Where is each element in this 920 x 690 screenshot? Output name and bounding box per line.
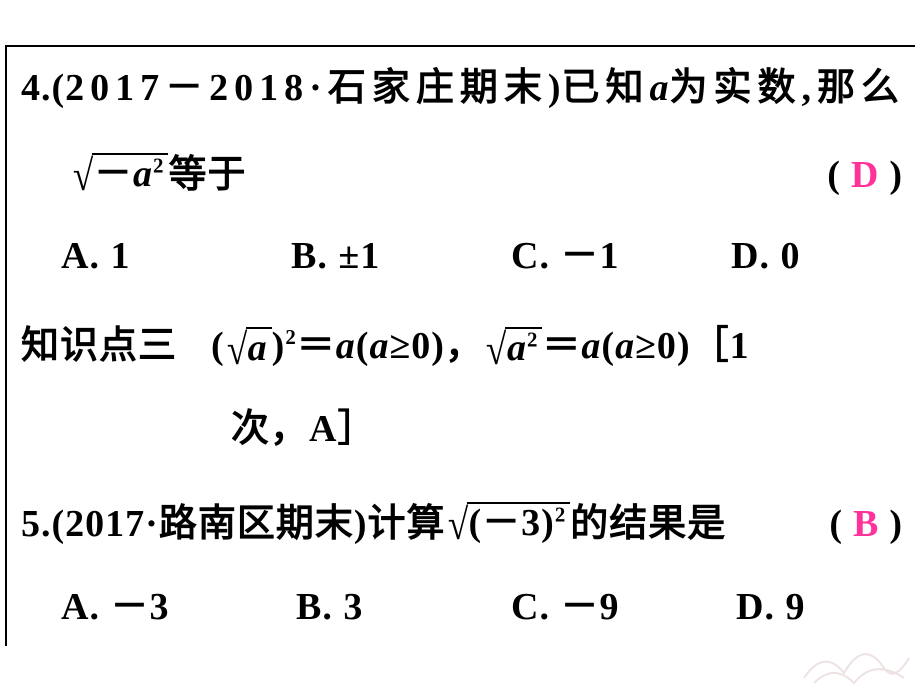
kp-line2-text: 次，A］ (231, 408, 376, 450)
q5-inner-open: ( (469, 502, 483, 544)
q5-answer-paren: ( B ) (829, 502, 903, 546)
q5-opt-b: B. 3 (296, 588, 511, 626)
kp-p2-radicand: a2 (505, 327, 542, 371)
kp-p2-exp: 2 (527, 327, 538, 351)
kp-p1-close: ) (272, 327, 286, 371)
q4-radicand: －a2 (92, 153, 168, 197)
q4-opt-c: C. －1 (511, 237, 731, 275)
q4-line1: 4. ( 2017－2018·石家庄期末 ) 已知 a 为实数,那么 (7, 69, 915, 107)
knowledge-point-line1: 知识点三 ( √ a ) 2 ＝ a ( a ≥0 ) ， √ a2 ＝ a (7, 327, 915, 371)
kp-cond1-close: ) (431, 327, 445, 371)
q4-sqrt-var: a (133, 153, 153, 195)
sqrt-icon: √ a (225, 327, 272, 371)
kp-cond1-var: a (369, 327, 389, 371)
kp-p1-eq: ＝ (297, 327, 336, 371)
q5-opt-c: C. －9 (511, 588, 736, 626)
q4-source-close: ) (548, 69, 562, 107)
q4-expr: √ －a2 等于 (21, 153, 246, 197)
kp-p2-rhs: a (581, 327, 601, 371)
q5-sqrt-exp: 2 (555, 503, 566, 527)
spacer (177, 327, 211, 371)
sqrt-icon: √ (－3)2 (446, 502, 571, 546)
q4-line2: √ －a2 等于 ( D ) (7, 153, 915, 197)
kp-p2-var: a (507, 327, 527, 369)
q5-stem-b: 的结果是 (570, 505, 726, 543)
kp-cond2-close: ) (677, 327, 691, 371)
q4-stem-a: 已知 (562, 69, 650, 107)
radical-symbol: √ (486, 329, 507, 373)
q5-radicand: (－3)2 (467, 502, 571, 546)
content-frame: 4. ( 2017－2018·石家庄期末 ) 已知 a 为实数,那么 √ －a2… (5, 45, 915, 646)
kp-p1-exp: 2 (285, 327, 296, 371)
q5-stem-a: 计算 (368, 505, 446, 543)
q4-answer: D (851, 156, 879, 194)
knowledge-point-line2: 次，A］ (7, 410, 915, 448)
paren-right: ) (889, 505, 903, 543)
kp-cond1-open: ( (356, 327, 370, 371)
q5-options: A. －3 B. 3 C. －9 D. 9 (7, 588, 915, 626)
q5-answer: B (853, 505, 879, 543)
q4-stem-b: 为实数,那么 (670, 69, 906, 107)
q5-line1: 5. ( 2017·路南区期末 ) 计算 √ (－3)2 的结果是 ( B ) (7, 502, 915, 546)
q5-inner-close: ) (541, 502, 555, 544)
paren-left: ( (829, 505, 843, 543)
paren-right: ) (889, 156, 903, 194)
sqrt-icon: √ a2 (484, 327, 542, 371)
kp-cond1-ge: ≥0 (389, 327, 431, 371)
paren-left: ( (827, 156, 841, 194)
q4-neg: － (94, 153, 133, 195)
decorative-flourish-icon (794, 628, 914, 688)
kp-cond2-open: ( (601, 327, 615, 371)
kp-p2-eq: ＝ (542, 327, 581, 371)
kp-p1-sqrtvar: a (246, 327, 272, 371)
q4-sqrt-exp: 2 (153, 153, 164, 177)
radical-symbol: √ (447, 504, 468, 548)
radical-symbol: √ (73, 155, 94, 199)
q5-source-open: ( (52, 505, 66, 543)
q5-inner-val: －3 (482, 502, 541, 544)
q5-opt-d: D. 9 (736, 588, 805, 626)
kp-p1-open: ( (211, 327, 225, 371)
q5-stem: 5. ( 2017·路南区期末 ) 计算 √ (－3)2 的结果是 (21, 502, 726, 546)
q4-opt-d: D. 0 (731, 237, 800, 275)
kp-cond2-var: a (615, 327, 635, 371)
sqrt-icon: √ －a2 (71, 153, 168, 197)
q5-source: 2017·路南区期末 (65, 505, 354, 543)
q5-source-close: ) (354, 505, 368, 543)
q4-equals: 等于 (168, 156, 246, 194)
kp-cond2-ge: ≥0 (635, 327, 677, 371)
radical-symbol: √ (227, 329, 248, 373)
kp-p1-rhs: a (336, 327, 356, 371)
q4-source: 2017－2018·石家庄期末 (65, 69, 548, 107)
kp-comma: ， (445, 327, 484, 371)
kp-label: 知识点三 (21, 327, 177, 371)
q4-source-open: ( (52, 69, 66, 107)
q5-opt-a: A. －3 (21, 588, 296, 626)
q4-answer-paren: ( D ) (827, 153, 903, 197)
q4-options: A. 1 B. ±1 C. －1 D. 0 (7, 237, 915, 275)
q4-opt-a: A. 1 (21, 237, 291, 275)
q4-var: a (650, 69, 670, 107)
q4-opt-b: B. ±1 (291, 237, 511, 275)
kp-bracket-open: ［1 (691, 327, 750, 371)
q5-number: 5. (21, 505, 52, 543)
page: 4. ( 2017－2018·石家庄期末 ) 已知 a 为实数,那么 √ －a2… (0, 0, 920, 690)
q4-number: 4. (21, 69, 52, 107)
